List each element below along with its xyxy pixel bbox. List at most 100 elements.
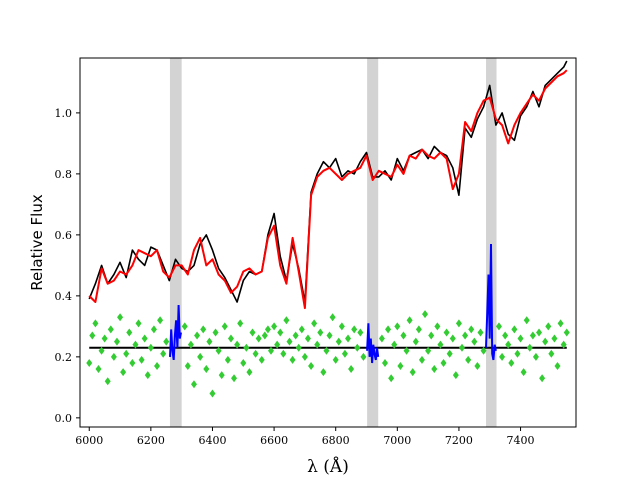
residual-point <box>532 352 539 361</box>
residual-point <box>357 328 364 337</box>
residual-point <box>418 355 425 364</box>
residual-point <box>271 322 278 331</box>
residual-point <box>449 334 456 343</box>
residual-point <box>141 334 148 343</box>
residual-point <box>462 331 469 340</box>
residual-point <box>446 349 453 358</box>
residual-point <box>542 337 549 346</box>
residual-point <box>443 328 450 337</box>
x-tick-label: 7200 <box>445 434 473 447</box>
residual-point <box>378 334 385 343</box>
residual-point <box>440 358 447 367</box>
residual-point <box>277 328 284 337</box>
residual-point <box>209 389 216 398</box>
residual-point <box>434 322 441 331</box>
y-tick-label: 1.0 <box>55 107 73 120</box>
masked-region-2 <box>367 58 379 427</box>
residual-point <box>258 355 265 364</box>
x-tick-label: 7000 <box>383 434 411 447</box>
residual-point <box>403 346 410 355</box>
residual-point <box>425 346 432 355</box>
residual-point <box>471 337 478 346</box>
residual-point <box>517 334 524 343</box>
residual-point <box>301 352 308 361</box>
residual-point <box>184 362 191 371</box>
residual-point <box>154 362 161 371</box>
residual-point <box>144 371 151 380</box>
residual-point <box>477 328 484 337</box>
residual-point <box>255 334 262 343</box>
residual-point <box>150 325 157 334</box>
residual-point <box>227 334 234 343</box>
x-tick-label: 6400 <box>198 434 226 447</box>
residual-point <box>345 334 352 343</box>
residual-point <box>240 358 247 367</box>
x-axis: 6000 6200 6400 6600 6800 7000 7200 7400 <box>75 427 535 447</box>
residual-point <box>529 331 536 340</box>
residual-point <box>249 328 256 337</box>
residual-point <box>138 355 145 364</box>
residual-point <box>190 380 197 389</box>
residual-point <box>394 322 401 331</box>
residual-point <box>351 325 358 334</box>
residual-point <box>452 371 459 380</box>
residual-point <box>348 365 355 374</box>
residual-point <box>385 325 392 334</box>
residual-point <box>554 362 561 371</box>
residual-point <box>557 319 564 328</box>
residual-point <box>428 331 435 340</box>
residual-point <box>480 346 487 355</box>
residual-point <box>98 346 105 355</box>
masked-region-3 <box>486 58 497 427</box>
x-tick-label: 6600 <box>260 434 288 447</box>
residual-point <box>120 368 127 377</box>
residual-point <box>129 358 136 367</box>
residual-point <box>431 365 438 374</box>
residual-point <box>563 328 570 337</box>
residual-point <box>409 368 416 377</box>
residual-point <box>280 349 287 358</box>
residual-point <box>243 343 250 352</box>
residual-point <box>203 365 210 374</box>
residual-point <box>459 343 466 352</box>
residual-point <box>181 322 188 331</box>
residual-point <box>86 358 93 367</box>
residual-point <box>523 316 530 325</box>
residual-point <box>388 374 395 383</box>
residual-point <box>548 349 555 358</box>
residual-point <box>514 349 521 358</box>
residual-point <box>341 349 348 358</box>
y-tick-label: 0.6 <box>55 229 73 242</box>
residual-point <box>197 352 204 361</box>
residual-point <box>468 325 475 334</box>
x-tick-label: 6800 <box>322 434 350 447</box>
residual-point <box>551 334 558 343</box>
residual-point <box>107 325 114 334</box>
residual-point <box>104 377 111 386</box>
model-spectrum-line <box>88 69 568 310</box>
residual-point <box>132 340 139 349</box>
residual-point <box>194 331 201 340</box>
residual-point <box>221 322 228 331</box>
residual-point <box>264 325 271 334</box>
residual-point <box>335 337 342 346</box>
residual-point <box>495 322 502 331</box>
residual-point <box>354 343 361 352</box>
residual-point <box>292 331 299 340</box>
residual-point <box>474 362 481 371</box>
residual-point <box>437 340 444 349</box>
residual-point <box>113 337 120 346</box>
residual-point <box>329 313 336 322</box>
plot-area <box>86 60 570 398</box>
residual-point <box>231 374 238 383</box>
residual-point <box>237 319 244 328</box>
residual-point <box>308 362 315 371</box>
residual-point <box>526 343 533 352</box>
residual-point <box>502 331 509 340</box>
residual-point <box>117 313 124 322</box>
masked-region-1 <box>169 58 182 427</box>
residual-point <box>520 368 527 377</box>
residual-point <box>295 343 302 352</box>
residual-point <box>560 340 567 349</box>
residual-point <box>381 358 388 367</box>
